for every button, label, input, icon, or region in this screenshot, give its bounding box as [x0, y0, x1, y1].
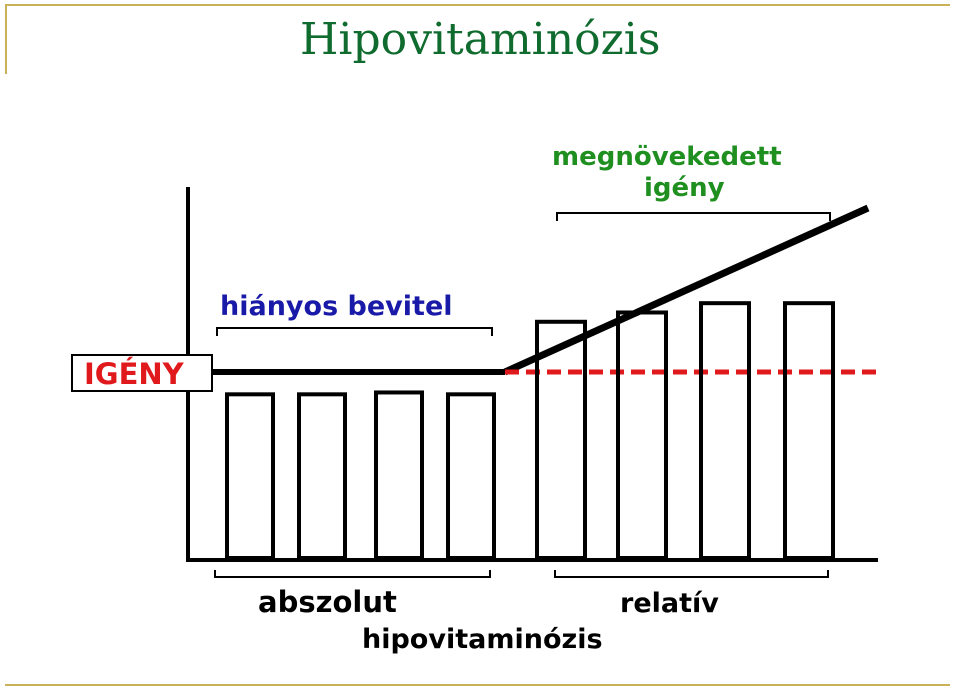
relative-bar-1 — [535, 319, 587, 560]
igeny-label: IGÉNY — [84, 357, 185, 391]
relative-bar-2 — [616, 310, 668, 561]
relativ-bracket — [554, 570, 829, 578]
abszolut-bracket — [214, 570, 491, 578]
relative-bar-3 — [699, 301, 751, 560]
left-border-line — [5, 4, 7, 74]
increased-need-line — [503, 204, 870, 376]
absolute-bar-3 — [374, 390, 424, 560]
igeny-green-label: igény — [644, 173, 725, 203]
absolute-bar-1 — [225, 392, 275, 560]
absolute-bar-4 — [446, 392, 496, 560]
megnovekedett-label: megnövekedett — [552, 142, 782, 172]
relative-bar-4 — [783, 301, 835, 560]
abszolut-label: abszolut — [258, 585, 397, 619]
megnovekedett-bracket — [556, 212, 831, 221]
top-border-line — [5, 4, 950, 6]
absolute-bars-group — [225, 390, 496, 560]
relativ-label: relatív — [620, 588, 719, 619]
hipovitaminozis-label: hipovitaminózis — [362, 624, 603, 655]
hianyos-bracket — [216, 327, 493, 336]
hianyos-bevitel-label: hiányos bevitel — [220, 291, 453, 322]
slide-title: Hipovitaminózis — [300, 14, 661, 65]
bottom-border-line — [5, 684, 950, 686]
relative-bars-group — [535, 301, 835, 561]
igeny-box — [71, 354, 213, 392]
absolute-bar-2 — [297, 392, 347, 560]
